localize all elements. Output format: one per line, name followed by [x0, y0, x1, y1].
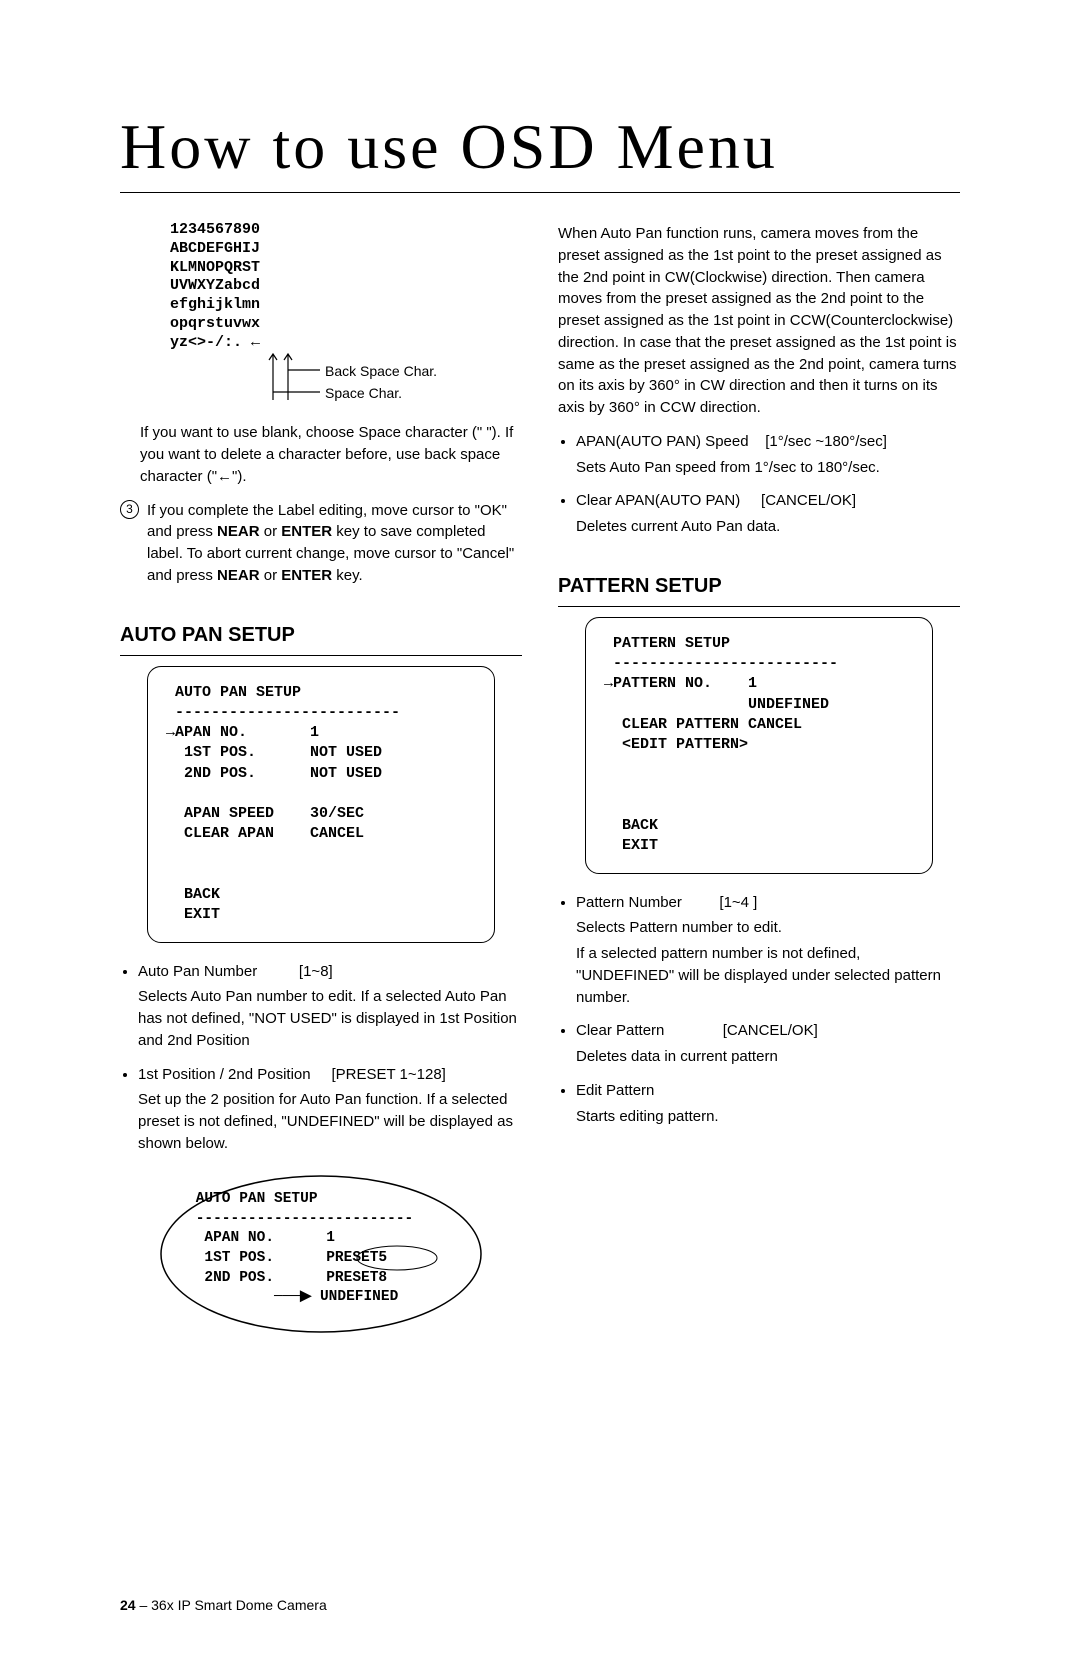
auto-pan-run-desc: When Auto Pan function runs, camera move…	[558, 223, 960, 419]
pattern-number-desc1: Selects Pattern number to edit.	[576, 917, 960, 939]
clear-apan-label: Clear APAN(AUTO PAN)	[576, 492, 740, 509]
clear-pattern-label: Clear Pattern	[576, 1022, 664, 1039]
edit-pattern-label: Edit Pattern	[576, 1082, 654, 1099]
auto-pan-bullets: Auto Pan Number [1~8] Selects Auto Pan n…	[120, 961, 522, 1155]
space-callout: Space Char.	[325, 383, 402, 403]
footer-text: – 36x IP Smart Dome Camera	[136, 1597, 327, 1613]
auto-pan-number-desc: Selects Auto Pan number to edit. If a se…	[138, 986, 522, 1051]
left-column: 1234567890 ABCDEFGHIJ KLMNOPQRST UVWXYZa…	[120, 221, 522, 1477]
auto-pan-setup-heading: AUTO PAN SETUP	[120, 621, 522, 656]
auto-pan-osd-box: AUTO PAN SETUP -------------------------…	[147, 666, 495, 943]
page-title: How to use OSD Menu	[120, 110, 960, 193]
auto-pan-number-label: Auto Pan Number	[138, 963, 257, 980]
pattern-osd-box: PATTERN SETUP ------------------------- …	[585, 617, 933, 874]
auto-pan-osd-magnified-text: AUTO PAN SETUP -------------------------…	[187, 1190, 527, 1307]
step-3-text: If you complete the Label editing, move …	[147, 500, 522, 587]
clear-pattern-range: [CANCEL/OK]	[723, 1022, 818, 1039]
auto-pan-pos-range: [PRESET 1~128]	[331, 1066, 445, 1083]
apan-speed-range: [1°/sec ~180°/sec]	[765, 433, 887, 450]
auto-pan-pos-desc: Set up the 2 position for Auto Pan funct…	[138, 1089, 522, 1154]
pattern-bullets: Pattern Number [1~4 ] Selects Pattern nu…	[558, 892, 960, 1128]
right-column: When Auto Pan function runs, camera move…	[558, 221, 960, 1477]
step-3-number: 3	[120, 500, 139, 519]
auto-pan-osd-magnified: AUTO PAN SETUP -------------------------…	[151, 1169, 491, 1463]
auto-pan-bullets-right: APAN(AUTO PAN) Speed [1°/sec ~180°/sec] …	[558, 431, 960, 538]
pattern-number-desc2: If a selected pattern number is not defi…	[576, 943, 960, 1008]
clear-apan-range: [CANCEL/OK]	[761, 492, 856, 509]
label-blank-instructions: If you want to use blank, choose Space c…	[140, 422, 522, 487]
apan-speed-label: APAN(AUTO PAN) Speed	[576, 433, 749, 450]
apan-speed-desc: Sets Auto Pan speed from 1°/sec to 180°/…	[576, 457, 960, 479]
edit-pattern-desc: Starts editing pattern.	[576, 1106, 960, 1128]
pattern-number-label: Pattern Number	[576, 894, 682, 911]
pattern-number-range: [1~4 ]	[719, 894, 757, 911]
backspace-callout: Back Space Char.	[325, 361, 437, 381]
character-map: 1234567890 ABCDEFGHIJ KLMNOPQRST UVWXYZa…	[170, 221, 522, 352]
clear-pattern-desc: Deletes data in current pattern	[576, 1046, 960, 1068]
pattern-setup-heading: PATTERN SETUP	[558, 572, 960, 607]
auto-pan-number-range: [1~8]	[299, 963, 333, 980]
page-number: 24	[120, 1597, 136, 1613]
auto-pan-pos-label: 1st Position / 2nd Position	[138, 1066, 311, 1083]
page-footer: 24 – 36x IP Smart Dome Camera	[120, 1597, 960, 1613]
clear-apan-desc: Deletes current Auto Pan data.	[576, 516, 960, 538]
